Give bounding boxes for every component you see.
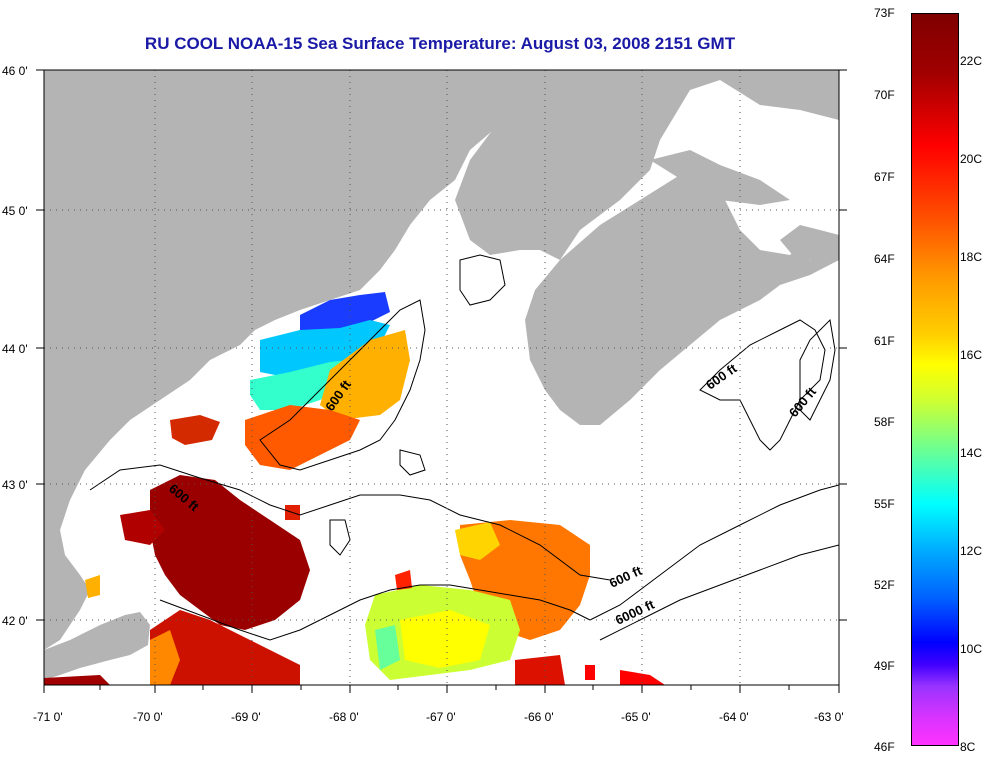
colorbar-label-f: 49F [874, 659, 895, 673]
lon-label: -68 0' [329, 710, 359, 724]
colorbar-label-c: 14C [960, 446, 983, 460]
lat-label: 45 0' [2, 204, 28, 218]
land-cape-breton [780, 225, 839, 260]
lon-label: -67 0' [426, 710, 456, 724]
land-pei [650, 150, 790, 205]
lon-label: -64 0' [719, 710, 749, 724]
colorbar-label-c: 16C [960, 348, 983, 362]
colorbar-label-f: 70F [874, 88, 895, 102]
colorbar-label-f: 61F [874, 334, 895, 348]
sst-map: 600 ft 600 ft 600 ft 600 ft 600 ft 6000 … [2, 64, 847, 724]
colorbar-label-c: 20C [960, 152, 983, 166]
lon-label: -71 0' [33, 710, 63, 724]
temperature-colorbar [911, 13, 959, 746]
colorbar-label-f: 58F [874, 415, 895, 429]
bathymetry-contours [89, 254, 839, 641]
lon-label: -66 0' [524, 710, 554, 724]
land-new-england [44, 70, 520, 650]
colorbar-label-f: 46F [874, 740, 895, 754]
colorbar-label-c: 10C [960, 642, 983, 656]
map-title: RU COOL NOAA-15 Sea Surface Temperature:… [144, 34, 736, 53]
lon-label: -65 0' [621, 710, 651, 724]
colorbar-label-c: 12C [960, 544, 983, 558]
land-cape-cod [44, 612, 150, 680]
lon-label: -63 0' [814, 710, 844, 724]
land-new-brunswick [455, 70, 839, 260]
colorbar-label-c: 18C [960, 250, 983, 264]
colorbar-label-f: 73F [874, 6, 895, 20]
lat-label: 42 0' [2, 614, 28, 628]
lat-label: 46 0' [2, 64, 28, 78]
lat-label: 43 0' [2, 478, 28, 492]
colorbar-label-c: 22C [960, 54, 983, 68]
map-frame [43, 69, 840, 686]
sst-patches [44, 292, 665, 685]
grid-lines [44, 70, 839, 685]
axis-ticks [36, 69, 847, 693]
lat-label: 44 0' [2, 342, 28, 356]
colorbar-label-f: 55F [874, 497, 895, 511]
land-nova-scotia [525, 160, 839, 425]
lon-label: -69 0' [231, 710, 261, 724]
colorbar-label-f: 67F [874, 170, 895, 184]
colorbar-label-f: 64F [874, 252, 895, 266]
lon-label: -70 0' [133, 710, 163, 724]
colorbar-label-c: 8C [960, 740, 976, 754]
colorbar-label-f: 52F [874, 578, 895, 592]
